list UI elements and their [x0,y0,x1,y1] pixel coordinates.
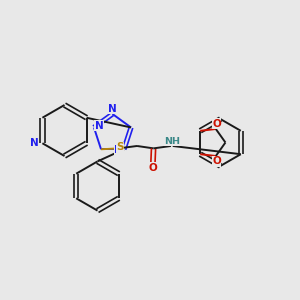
Text: N: N [95,121,104,131]
Text: N: N [108,103,117,114]
Text: O: O [212,156,221,166]
Text: N: N [114,145,123,155]
Text: O: O [212,119,221,129]
Text: O: O [148,163,157,172]
Text: NH: NH [164,137,180,146]
Text: N: N [30,138,39,148]
Text: S: S [116,142,124,152]
